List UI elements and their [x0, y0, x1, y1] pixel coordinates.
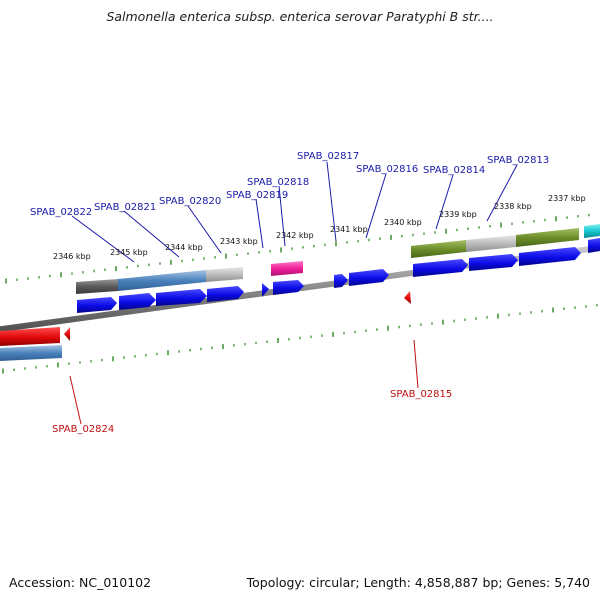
genome-summary-label: Topology: circular; Length: 4,858,887 bp… — [246, 575, 590, 590]
leader-spab-02822 — [71, 215, 135, 263]
cds-arrow-spab-02814 — [413, 259, 468, 277]
cds-arrow-edge — [588, 238, 600, 253]
scale-label-2344: 2344 kbp — [165, 243, 203, 252]
scale-labels: 2346 kbp 2345 kbp 2344 kbp 2343 kbp 2342… — [53, 194, 586, 261]
cds-arrow-spab-02815 — [404, 291, 411, 304]
leader-spab-02813 — [486, 164, 518, 222]
leader-spab-02815 — [413, 339, 419, 389]
gene-label-spab-02824[interactable]: SPAB_02824 — [52, 424, 114, 435]
leader-spab-02824 — [69, 375, 82, 425]
scale-label-2339: 2339 kbp — [439, 210, 477, 219]
cds-arrow-spab-02816 — [349, 269, 389, 286]
feature-bar-olive — [411, 240, 466, 258]
inner-scale-ticks — [2, 303, 598, 374]
feature-bar-steel-reverse — [0, 345, 62, 361]
leader-spab-02819 — [255, 198, 264, 249]
gene-label-spab-02817[interactable]: SPAB_02817 — [297, 151, 359, 162]
gene-label-spab-02814[interactable]: SPAB_02814 — [423, 165, 485, 176]
gene-labels: SPAB_02822 SPAB_02821 SPAB_02820 SPAB_02… — [30, 151, 549, 435]
feature-bar-silver — [206, 267, 243, 282]
gene-label-spab-02813[interactable]: SPAB_02813 — [487, 155, 549, 166]
feature-bar-silver-2 — [466, 235, 516, 252]
map-title: Salmonella enterica subsp. enterica sero… — [106, 9, 494, 24]
gene-label-spab-02822[interactable]: SPAB_02822 — [30, 207, 92, 218]
cds-arrow-spab-02817 — [334, 274, 348, 288]
gene-label-spab-02820[interactable]: SPAB_02820 — [159, 196, 221, 207]
cds-arrow-spab-02820 — [156, 289, 207, 306]
gene-label-spab-02815[interactable]: SPAB_02815 — [390, 389, 452, 400]
scale-label-2345: 2345 kbp — [110, 248, 148, 257]
leader-spab-02821 — [123, 210, 180, 258]
cds-arrow-spab-02821 — [119, 293, 156, 310]
cds-arrow-spab-02824 — [0, 327, 60, 346]
leader-spab-02816 — [365, 173, 387, 239]
scale-label-2338: 2338 kbp — [494, 202, 532, 211]
feature-bars — [0, 224, 600, 361]
scale-label-2346: 2346 kbp — [53, 252, 91, 261]
scale-label-2340: 2340 kbp — [384, 218, 422, 227]
cds-arrow-spab-02819 — [207, 286, 244, 302]
outer-scale-ticks — [5, 213, 590, 284]
accession-label: Accession: NC_010102 — [9, 575, 152, 590]
leader-spab-02817 — [326, 161, 337, 242]
scale-label-2341: 2341 kbp — [330, 225, 368, 234]
leader-spab-02818 — [278, 185, 286, 247]
cds-arrow-small — [262, 283, 269, 297]
feature-bar-teal — [584, 224, 600, 238]
gene-label-spab-02821[interactable]: SPAB_02821 — [94, 202, 156, 213]
cds-arrow-spab-02824-head — [64, 327, 70, 341]
gene-label-spab-02818[interactable]: SPAB_02818 — [247, 177, 309, 188]
scale-label-2337: 2337 kbp — [548, 194, 586, 203]
cds-arrow-spab-02813a — [469, 254, 518, 271]
label-leader-lines — [69, 161, 518, 425]
cds-arrow-spab-02818 — [273, 280, 304, 295]
forward-cds-track — [77, 238, 600, 313]
feature-bar-pink — [271, 261, 303, 276]
gene-label-spab-02816[interactable]: SPAB_02816 — [356, 164, 418, 175]
feature-bar-olive-2 — [516, 228, 579, 247]
feature-bar-gray — [76, 279, 118, 294]
gene-label-spab-02819[interactable]: SPAB_02819 — [226, 190, 288, 201]
feature-bar-steel — [118, 270, 206, 291]
leader-spab-02820 — [187, 205, 222, 254]
leader-spab-02814 — [435, 174, 454, 230]
cds-arrow-spab-02822 — [77, 297, 117, 313]
reverse-cds-track — [0, 291, 411, 346]
scale-label-2343: 2343 kbp — [220, 237, 258, 246]
scale-label-2342: 2342 kbp — [276, 231, 314, 240]
cds-arrow-spab-02813b — [519, 247, 581, 266]
